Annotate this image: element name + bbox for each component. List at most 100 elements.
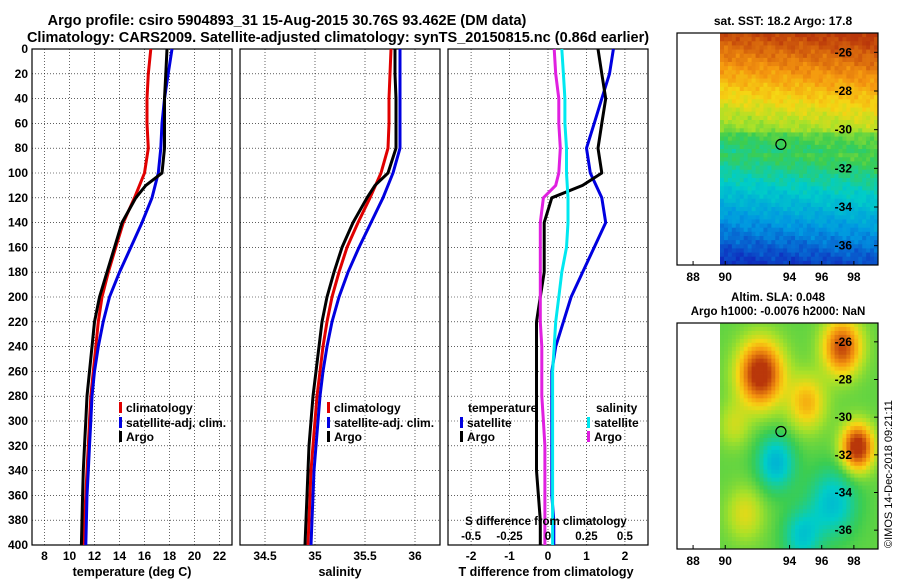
sla-cell bbox=[743, 426, 749, 431]
sst-cell bbox=[834, 161, 839, 166]
sla-cell bbox=[870, 398, 875, 403]
sla-cell bbox=[759, 509, 764, 514]
sst-cell bbox=[767, 140, 772, 146]
sst-cell bbox=[858, 91, 863, 96]
sla-cell bbox=[751, 485, 756, 490]
sla-cell bbox=[846, 406, 851, 411]
sla-cell bbox=[787, 354, 792, 360]
sla-cell bbox=[799, 489, 804, 494]
sst-cell bbox=[791, 41, 796, 46]
map-x-tick-label: 98 bbox=[847, 554, 861, 568]
sla-cell bbox=[727, 461, 733, 467]
sst-cell bbox=[822, 244, 828, 249]
sst-cell bbox=[755, 165, 760, 171]
sla-cell bbox=[720, 465, 725, 471]
sst-cell bbox=[787, 128, 792, 133]
sst-cell bbox=[751, 211, 756, 216]
sst-cell bbox=[759, 173, 764, 179]
sla-cell bbox=[834, 398, 839, 403]
sst-cell bbox=[850, 41, 855, 46]
sst-cell bbox=[763, 256, 768, 262]
sst-cell bbox=[846, 33, 851, 38]
sla-cell bbox=[862, 402, 867, 407]
sst-cell bbox=[791, 45, 796, 50]
sla-cell bbox=[810, 342, 816, 348]
sla-cell bbox=[870, 326, 875, 332]
sst-cell bbox=[862, 219, 867, 224]
sla-cell bbox=[783, 497, 788, 502]
sst-cell bbox=[783, 157, 788, 162]
sla-cell bbox=[802, 505, 808, 510]
sst-cell bbox=[727, 132, 733, 137]
sla-cell bbox=[814, 469, 820, 475]
sla-cell bbox=[870, 402, 875, 407]
sst-cell bbox=[767, 82, 772, 88]
sla-cell bbox=[874, 453, 878, 459]
sla-cell bbox=[802, 410, 808, 415]
sst-cell bbox=[743, 157, 749, 162]
sla-cell bbox=[743, 501, 749, 506]
sla-cell bbox=[735, 457, 741, 463]
sst-cell bbox=[854, 82, 859, 88]
sla-cell bbox=[850, 457, 855, 463]
sst-cell bbox=[838, 37, 843, 42]
sla-cell bbox=[771, 362, 776, 368]
sst-cell bbox=[810, 41, 816, 46]
sst-cell bbox=[862, 70, 867, 75]
sla-cell bbox=[763, 410, 768, 415]
sst-cell bbox=[771, 53, 776, 59]
sst-cell bbox=[846, 37, 851, 42]
sla-cell bbox=[739, 370, 745, 375]
sla-cell bbox=[838, 481, 843, 486]
sla-cell bbox=[723, 481, 729, 486]
sst-cell bbox=[850, 82, 855, 88]
sst-cell bbox=[751, 215, 756, 220]
sst-cell bbox=[874, 202, 878, 208]
sla-cell bbox=[720, 529, 725, 534]
sst-cell bbox=[874, 207, 878, 212]
sst-cell bbox=[818, 236, 824, 241]
sla-cell bbox=[783, 370, 788, 375]
sst-cell bbox=[783, 161, 788, 166]
sla-cell bbox=[802, 394, 808, 399]
sst-cell bbox=[799, 70, 804, 75]
sst-cell bbox=[874, 37, 878, 42]
sst-cell bbox=[870, 153, 875, 158]
sla-cell bbox=[759, 465, 764, 471]
sla-cell bbox=[846, 493, 851, 498]
sst-cell bbox=[850, 74, 855, 79]
sst-cell bbox=[720, 182, 725, 187]
sst-cell bbox=[834, 248, 839, 253]
sst-cell bbox=[771, 132, 776, 137]
sla-cell bbox=[747, 517, 752, 522]
sla-cell bbox=[870, 366, 875, 371]
sla-cell bbox=[814, 326, 820, 332]
sla-cell bbox=[727, 457, 733, 463]
sla-cell bbox=[870, 390, 875, 395]
sst-cell bbox=[775, 128, 780, 133]
sla-cell bbox=[810, 402, 816, 407]
sla-cell bbox=[866, 465, 871, 471]
sst-cell bbox=[838, 91, 843, 96]
sst-cell bbox=[731, 231, 737, 237]
sst-cell bbox=[731, 82, 737, 88]
sla-cell bbox=[767, 366, 772, 371]
sla-cell bbox=[822, 426, 828, 431]
sla-cell bbox=[779, 358, 784, 364]
sst-cell bbox=[854, 140, 859, 146]
sla-cell bbox=[731, 410, 737, 415]
sla-cell bbox=[739, 382, 745, 387]
sla-cell bbox=[814, 481, 820, 486]
sla-cell bbox=[814, 457, 820, 463]
sla-cell bbox=[846, 334, 851, 340]
sla-cell bbox=[747, 323, 752, 328]
sla-cell bbox=[747, 358, 752, 364]
sst-cell bbox=[818, 33, 824, 38]
sst-cell bbox=[830, 45, 835, 50]
sst-cell bbox=[838, 161, 843, 166]
sst-cell bbox=[755, 140, 760, 146]
sla-cell bbox=[763, 414, 768, 419]
sla-cell bbox=[826, 334, 831, 340]
sst-cell bbox=[731, 99, 737, 104]
sst-cell bbox=[723, 223, 729, 229]
